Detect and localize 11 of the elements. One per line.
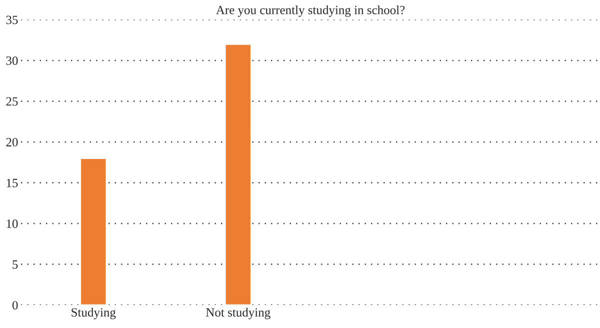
y-tick-label: 10	[6, 220, 18, 228]
y-tick-label: 0	[12, 301, 18, 310]
y-tick-label: 20	[6, 138, 18, 146]
chart-title: Are you currently studying in school?	[216, 5, 405, 17]
y-tick-label: 15	[6, 178, 18, 188]
x-tick-label: Not studying	[206, 308, 270, 320]
y-tick-label: 25	[6, 97, 18, 106]
y-tick-label: 30	[6, 56, 18, 65]
y-tick-label: 5	[12, 260, 18, 269]
y-tick-label: 35	[6, 16, 18, 24]
x-tick-label: Studying	[72, 308, 116, 320]
